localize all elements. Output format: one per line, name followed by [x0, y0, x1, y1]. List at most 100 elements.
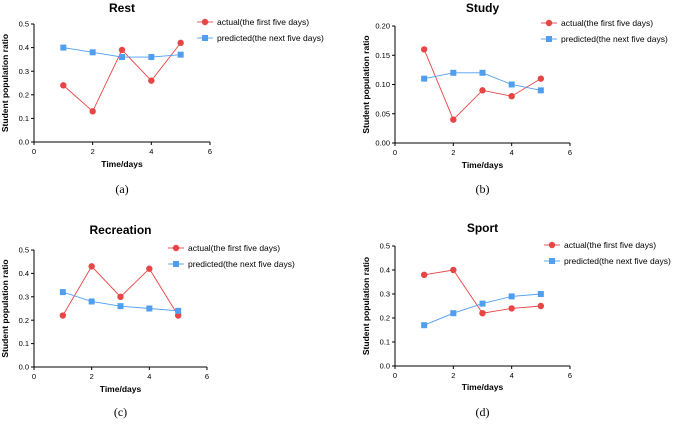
- legend-label: actual(the first five days): [561, 18, 653, 28]
- legend-marker: [201, 18, 209, 26]
- x-axis-label: Time/days: [462, 382, 504, 392]
- y-tick-label: 0.0: [19, 363, 29, 372]
- legend-label: predicted(the next five days): [217, 33, 324, 43]
- legend-entry: actual(the first five days): [168, 243, 280, 253]
- y-axis-label: Student population ratio: [361, 35, 371, 133]
- y-tick-label: 0.2: [19, 90, 29, 99]
- series-actual: [420, 266, 545, 317]
- x-axis-label: Time/days: [100, 384, 142, 394]
- legend-label: actual(the first five days): [188, 243, 280, 253]
- series-predicted: [60, 44, 184, 61]
- y-tick-label: 0.00: [375, 139, 390, 148]
- data-point: [508, 305, 515, 312]
- legend-marker: [172, 244, 180, 252]
- data-point: [177, 51, 184, 58]
- legend-label: predicted(the next five days): [188, 259, 295, 269]
- data-point: [479, 69, 486, 76]
- data-point: [537, 291, 544, 297]
- series-line: [423, 293, 541, 326]
- legend-label: actual(the first five days): [217, 17, 309, 27]
- series-line: [424, 269, 541, 314]
- y-tick-label: 0.2: [380, 314, 390, 323]
- series-actual: [59, 263, 182, 319]
- y-tick-label: 0.1: [380, 338, 390, 347]
- data-point: [421, 75, 428, 82]
- data-point: [59, 289, 66, 296]
- legend-marker: [545, 19, 553, 27]
- y-tick-label: 0.3: [19, 292, 29, 301]
- panel-caption: (a): [115, 182, 128, 196]
- chart-title: Recreation: [89, 223, 151, 237]
- x-axis-label: Time/days: [101, 159, 143, 169]
- panel-caption: (c): [114, 405, 127, 419]
- x-tick-label: 6: [568, 371, 572, 380]
- legend-marker: [549, 258, 555, 264]
- legend-label: predicted(the next five days): [561, 34, 668, 44]
- y-tick-label: 0.5: [19, 20, 29, 29]
- x-tick-label: 2: [91, 147, 95, 156]
- legend-entry: predicted(the next five days): [197, 33, 324, 43]
- series-line: [423, 49, 542, 121]
- data-point: [89, 108, 96, 115]
- y-tick-label: 0.5: [19, 246, 29, 255]
- x-tick-label: 4: [149, 147, 153, 156]
- data-point: [88, 263, 95, 270]
- data-point: [479, 310, 486, 317]
- panel-caption: (b): [476, 182, 490, 196]
- data-point: [175, 307, 182, 314]
- y-axis-label: Student population ratio: [361, 257, 371, 355]
- data-point: [537, 87, 544, 94]
- x-tick-label: 6: [205, 372, 209, 381]
- data-point: [420, 271, 428, 278]
- chart-title: Rest: [109, 1, 135, 15]
- data-point: [117, 303, 124, 310]
- data-point: [146, 305, 153, 312]
- x-tick-label: 0: [32, 147, 36, 156]
- y-tick-label: 0.4: [19, 43, 29, 52]
- series-actual: [60, 39, 184, 115]
- x-tick-label: 2: [90, 372, 94, 381]
- data-point: [177, 39, 184, 47]
- data-point: [89, 49, 96, 56]
- data-point: [117, 293, 124, 300]
- data-point: [59, 312, 67, 319]
- data-point: [450, 69, 457, 76]
- y-tick-label: 0.15: [375, 51, 390, 60]
- data-point: [508, 293, 515, 300]
- series-actual: [420, 46, 545, 123]
- legend-entry: actual(the first five days): [197, 17, 309, 27]
- x-tick-label: 2: [451, 148, 455, 157]
- chart-title: Study: [466, 1, 500, 15]
- x-tick-label: 0: [32, 372, 36, 381]
- data-point: [450, 266, 457, 274]
- x-tick-label: 4: [147, 372, 151, 381]
- y-tick-label: 0.0: [380, 362, 390, 371]
- data-point: [60, 82, 67, 89]
- y-tick-label: 0.3: [380, 290, 390, 299]
- data-point: [146, 265, 153, 272]
- data-point: [88, 298, 95, 305]
- y-tick-label: 0.2: [19, 316, 29, 325]
- data-point: [450, 310, 457, 317]
- y-axis-label: Student population ratio: [0, 259, 10, 357]
- y-tick-label: 0.4: [380, 266, 390, 275]
- x-tick-label: 2: [451, 371, 455, 380]
- legend-entry: predicted(the next five days): [544, 256, 671, 266]
- series-predicted: [59, 289, 182, 314]
- legend-label: actual(the first five days): [564, 240, 656, 250]
- y-axis-label: Student population ratio: [0, 34, 10, 132]
- data-point: [537, 302, 545, 310]
- x-tick-label: 6: [568, 148, 572, 157]
- data-point: [148, 54, 155, 61]
- chart-study: Study 0.00 0.05 0.10 0.15 0.20 0 2 4 6 Time/days St…: [361, 1, 668, 196]
- y-tick-label: 0.20: [375, 22, 390, 31]
- x-axis-label: Time/days: [462, 160, 504, 170]
- panel-caption: (d): [476, 405, 490, 419]
- y-tick-label: 0.0: [19, 138, 29, 147]
- chart-rest: Rest 0.0 0.1 0.2 0.3 0.4 0.5 0 2 4 6 Time/days Stude…: [0, 1, 324, 196]
- data-point: [174, 312, 182, 319]
- y-tick-label: 0.5: [380, 242, 390, 251]
- y-tick-label: 0.1: [19, 114, 29, 123]
- x-tick-label: 0: [393, 148, 397, 157]
